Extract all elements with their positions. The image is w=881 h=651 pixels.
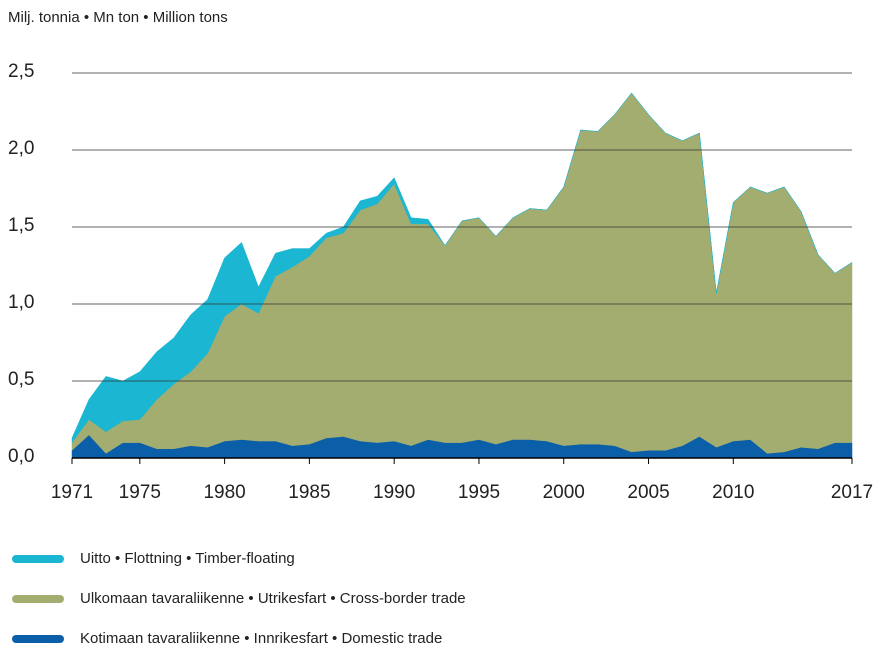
x-tick-label: 1990	[373, 482, 415, 503]
x-tick-label: 2017	[831, 482, 873, 503]
y-tick-label: 0,0	[8, 446, 34, 467]
x-tick-label: 1985	[288, 482, 330, 503]
y-tick-label: 2,5	[8, 61, 34, 82]
legend-label: Kotimaan tavaraliikenne • Innrikesfart •…	[80, 630, 442, 647]
area	[71, 92, 853, 454]
x-tick-label: 2000	[543, 482, 585, 503]
legend-label: Uitto • Flottning • Timber-floating	[80, 550, 295, 567]
x-tick-label: 1975	[119, 482, 161, 503]
y-tick-label: 1,0	[8, 292, 34, 313]
chart-title: Milj. tonnia • Mn ton • Million tons	[8, 9, 228, 26]
x-tick-label: 1995	[458, 482, 500, 503]
legend-label: Ulkomaan tavaraliikenne • Utrikesfart • …	[80, 590, 466, 607]
y-tick-label: 2,0	[8, 138, 34, 159]
x-tick-label: 2005	[627, 482, 669, 503]
x-tick-label: 1980	[203, 482, 245, 503]
y-tick-label: 1,5	[8, 215, 34, 236]
y-tick-label: 0,5	[8, 369, 34, 390]
x-tick-label: 2010	[712, 482, 754, 503]
x-tick-label: 1971	[51, 482, 93, 503]
area	[71, 92, 853, 444]
